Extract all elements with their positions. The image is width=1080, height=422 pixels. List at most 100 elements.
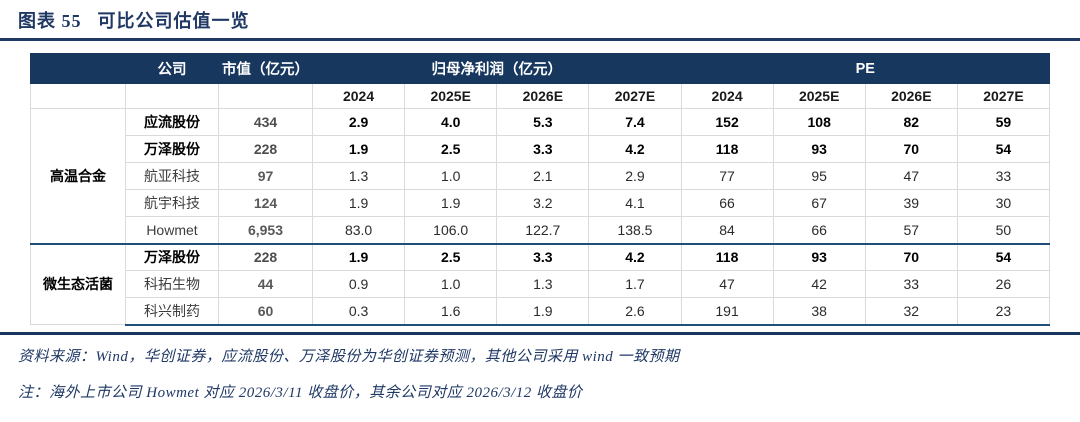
closing-price-note: 注：海外上市公司 Howmet 对应 2026/3/11 收盘价，其余公司对应 … — [18, 384, 583, 401]
pe-value: 54 — [956, 135, 1051, 163]
header-net-profit: 归母净利润（亿元） — [312, 53, 682, 84]
pe-value: 66 — [680, 189, 774, 217]
net-profit-value: 7.4 — [588, 108, 682, 136]
pe-value: 33 — [956, 162, 1051, 190]
pe-value: 82 — [864, 108, 958, 136]
pe-value: 93 — [772, 135, 866, 163]
table-row: Howmet 6,953 83.0 106.0 122.7 138.5 84 66 57 50 — [31, 216, 1051, 244]
figure-label: 图表 55 — [18, 11, 82, 31]
net-profit-value: 3.3 — [496, 135, 590, 163]
header-empty-cell — [218, 83, 313, 109]
header-year-np-2025e: 2025E — [404, 83, 498, 109]
net-profit-value: 2.9 — [311, 108, 406, 136]
valuation-table: 公司 市值（亿元） 归母净利润（亿元） PE 2024 2025E 2026E … — [30, 53, 1051, 326]
table-row: 高温合金 应流股份 434 2.9 4.0 5.3 7.4 152 108 82 59 — [30, 108, 1051, 244]
header-empty-cell — [125, 83, 219, 109]
header-pe: PE — [680, 53, 1050, 84]
pe-value: 47 — [680, 270, 774, 298]
pe-value: 33 — [864, 270, 958, 298]
net-profit-value: 1.9 — [404, 189, 498, 217]
net-profit-value: 1.9 — [496, 297, 590, 326]
table-header-row-years: 2024 2025E 2026E 2027E 2024 2025E 2026E … — [30, 83, 1051, 109]
header-empty-cell — [30, 83, 126, 109]
table-body: 高温合金 应流股份 434 2.9 4.0 5.3 7.4 152 108 82 59 万泽股份 228… — [30, 108, 1051, 326]
notes-divider — [0, 331, 1080, 335]
market-cap-value: 97 — [218, 162, 313, 190]
table-row: 航亚科技 97 1.3 1.0 2.1 2.9 77 95 47 33 — [31, 162, 1051, 190]
header-year-np-2026e: 2026E — [496, 83, 590, 109]
header-market-cap: 市值（亿元） — [218, 53, 313, 84]
source-note: 资料来源：Wind，华创证券，应流股份、万泽股份为华创证券预测，其他公司采用 w… — [18, 348, 680, 365]
group-label: 微生态活菌 — [30, 242, 126, 325]
pe-value: 38 — [772, 297, 866, 326]
pe-value: 59 — [956, 108, 1051, 136]
pe-value: 152 — [680, 108, 774, 136]
net-profit-value: 2.9 — [588, 162, 682, 190]
pe-value: 67 — [772, 189, 866, 217]
header-year-pe-2027e: 2027E — [956, 83, 1051, 109]
group-label: 高温合金 — [30, 108, 126, 244]
net-profit-value: 122.7 — [496, 216, 590, 244]
company-name: 万泽股份 — [125, 135, 219, 163]
market-cap-value: 228 — [218, 135, 313, 163]
net-profit-value: 3.2 — [496, 189, 590, 217]
net-profit-value: 4.0 — [404, 108, 498, 136]
table-row: 航宇科技 124 1.9 1.9 3.2 4.1 66 67 39 30 — [31, 189, 1051, 217]
pe-value: 30 — [956, 189, 1051, 217]
header-year-np-2027e: 2027E — [588, 83, 682, 109]
net-profit-value: 4.1 — [588, 189, 682, 217]
net-profit-value: 4.2 — [588, 242, 682, 271]
page-title: 可比公司估值一览 — [97, 11, 250, 31]
company-name: 万泽股份 — [125, 242, 219, 271]
net-profit-value: 5.3 — [496, 108, 590, 136]
company-name: 科兴制药 — [125, 297, 219, 326]
net-profit-value: 3.3 — [496, 242, 590, 271]
table-row: 科兴制药 60 0.3 1.6 1.9 2.6 191 38 32 23 — [31, 297, 1051, 326]
market-cap-value: 44 — [218, 270, 313, 298]
net-profit-value: 1.6 — [404, 297, 498, 326]
title-divider — [0, 38, 1080, 41]
net-profit-value: 106.0 — [404, 216, 498, 244]
net-profit-value: 1.0 — [404, 162, 498, 190]
net-profit-value: 1.9 — [311, 189, 406, 217]
net-profit-value: 0.3 — [311, 297, 406, 326]
pe-value: 95 — [772, 162, 866, 190]
pe-value: 57 — [864, 216, 958, 244]
company-name: 航亚科技 — [125, 162, 219, 190]
pe-value: 93 — [772, 242, 866, 271]
pe-value: 47 — [864, 162, 958, 190]
net-profit-value: 1.0 — [404, 270, 498, 298]
pe-value: 50 — [956, 216, 1051, 244]
net-profit-value: 1.3 — [311, 162, 406, 190]
net-profit-value: 1.9 — [311, 242, 406, 271]
pe-value: 70 — [864, 135, 958, 163]
table-row: 科拓生物 44 0.9 1.0 1.3 1.7 47 42 33 26 — [31, 270, 1051, 298]
table-row: 微生态活菌 万泽股份 228 1.9 2.5 3.3 4.2 118 93 70 54 — [30, 242, 1051, 325]
pe-value: 32 — [864, 297, 958, 326]
market-cap-value: 228 — [218, 242, 313, 271]
net-profit-value: 2.5 — [404, 135, 498, 163]
pe-value: 70 — [864, 242, 958, 271]
market-cap-value: 60 — [218, 297, 313, 326]
company-name: 应流股份 — [125, 108, 219, 136]
net-profit-value: 2.5 — [404, 242, 498, 271]
net-profit-value: 1.7 — [588, 270, 682, 298]
market-cap-value: 6,953 — [218, 216, 313, 244]
pe-value: 191 — [680, 297, 774, 326]
header-year-pe-2026e: 2026E — [864, 83, 958, 109]
pe-value: 39 — [864, 189, 958, 217]
header-year-pe-2024: 2024 — [680, 83, 774, 109]
pe-value: 42 — [772, 270, 866, 298]
net-profit-value: 1.3 — [496, 270, 590, 298]
net-profit-value: 83.0 — [311, 216, 406, 244]
pe-value: 23 — [956, 297, 1051, 326]
market-cap-value: 124 — [218, 189, 313, 217]
pe-value: 108 — [772, 108, 866, 136]
net-profit-value: 2.6 — [588, 297, 682, 326]
market-cap-value: 434 — [218, 108, 313, 136]
net-profit-value: 4.2 — [588, 135, 682, 163]
pe-value: 118 — [680, 135, 774, 163]
net-profit-value: 138.5 — [588, 216, 682, 244]
table-header-row-groups: 公司 市值（亿元） 归母净利润（亿元） PE — [30, 53, 1050, 84]
net-profit-value: 0.9 — [311, 270, 406, 298]
